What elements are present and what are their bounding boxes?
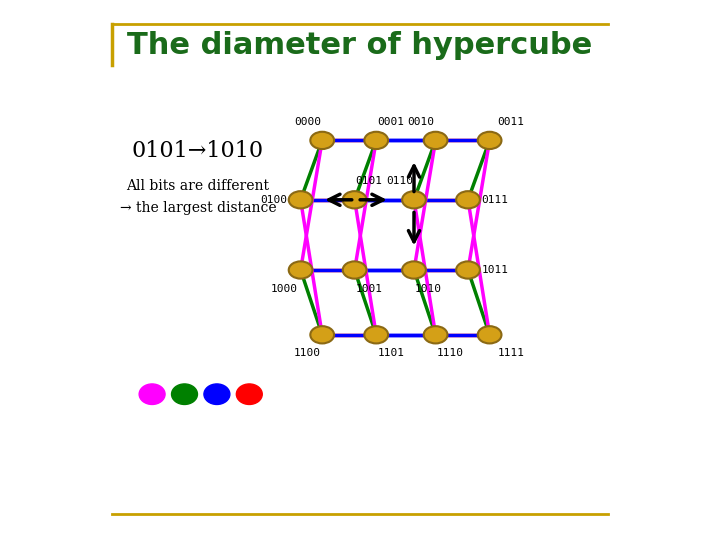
- Ellipse shape: [343, 261, 366, 279]
- Text: 1110: 1110: [436, 348, 464, 359]
- Ellipse shape: [289, 191, 312, 208]
- Ellipse shape: [364, 132, 388, 149]
- Text: 0000: 0000: [294, 117, 321, 127]
- Ellipse shape: [139, 384, 165, 404]
- Text: 0101→1010: 0101→1010: [132, 140, 264, 162]
- Ellipse shape: [289, 261, 312, 279]
- Ellipse shape: [456, 191, 480, 208]
- Text: 1111: 1111: [498, 348, 525, 359]
- Ellipse shape: [204, 384, 230, 404]
- Ellipse shape: [402, 261, 426, 279]
- Ellipse shape: [171, 384, 197, 404]
- Ellipse shape: [423, 132, 448, 149]
- Text: 0110: 0110: [386, 176, 413, 186]
- Ellipse shape: [343, 191, 366, 208]
- Ellipse shape: [423, 326, 448, 343]
- Ellipse shape: [236, 384, 262, 404]
- Text: 0010: 0010: [408, 117, 435, 127]
- Text: 1001: 1001: [356, 284, 383, 294]
- Text: 1011: 1011: [482, 265, 508, 275]
- Ellipse shape: [402, 191, 426, 208]
- Text: 0001: 0001: [377, 117, 405, 127]
- Text: 1100: 1100: [294, 348, 321, 359]
- Text: The diameter of hypercube: The diameter of hypercube: [127, 31, 593, 60]
- Ellipse shape: [478, 326, 501, 343]
- Ellipse shape: [310, 132, 334, 149]
- Text: 0011: 0011: [498, 117, 525, 127]
- Text: 0111: 0111: [482, 195, 508, 205]
- Text: 1101: 1101: [377, 348, 405, 359]
- Ellipse shape: [364, 326, 388, 343]
- Text: 1010: 1010: [415, 284, 442, 294]
- Text: 1000: 1000: [271, 284, 298, 294]
- Ellipse shape: [478, 132, 501, 149]
- Text: 0101: 0101: [356, 176, 383, 186]
- Ellipse shape: [310, 326, 334, 343]
- Text: All bits are different: All bits are different: [127, 179, 269, 193]
- Text: → the largest distance: → the largest distance: [120, 201, 276, 215]
- Ellipse shape: [456, 261, 480, 279]
- Text: 0100: 0100: [260, 195, 287, 205]
